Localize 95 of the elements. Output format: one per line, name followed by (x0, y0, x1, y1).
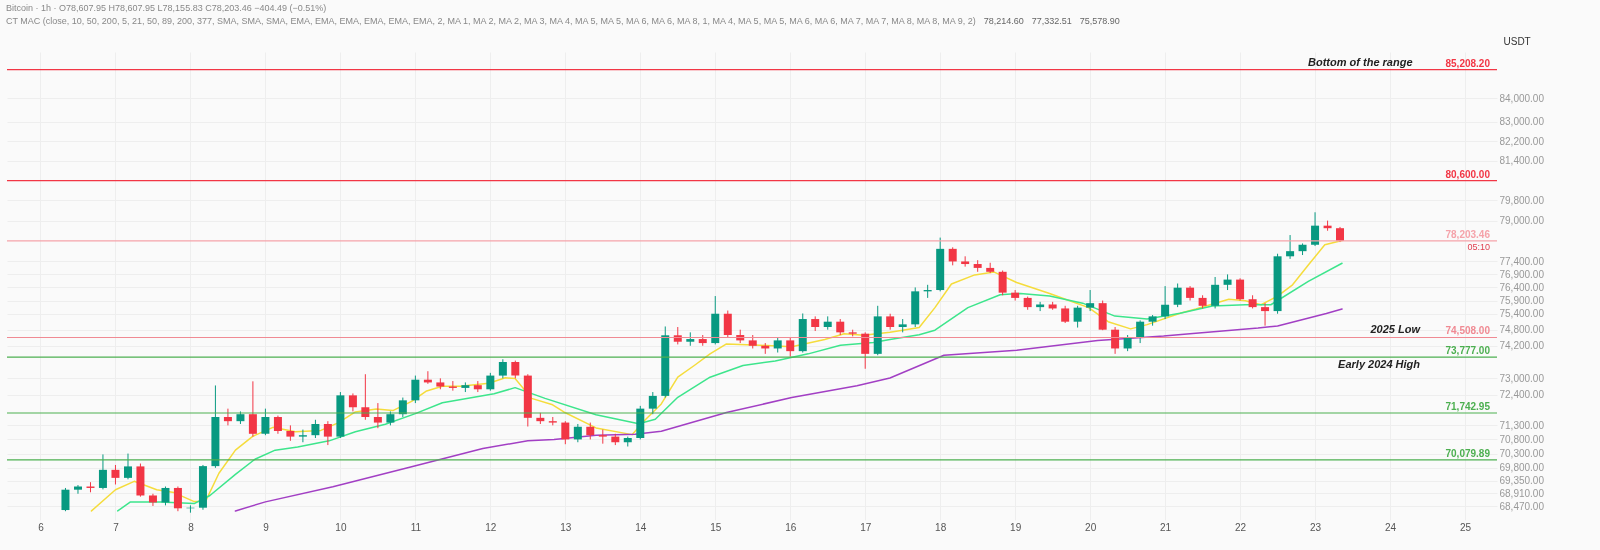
x-tick-label: 11 (410, 521, 422, 533)
y-tick-label: 74,800.00 (1499, 324, 1545, 336)
ref-line-label: 80,600.00 (1445, 168, 1491, 180)
y-tick-label: 76,400.00 (1499, 281, 1545, 293)
candlestick (73, 484, 82, 495)
candlestick (223, 408, 232, 426)
candlestick (1261, 302, 1270, 327)
x-tick-label: 24 (1384, 521, 1397, 533)
candlestick (723, 310, 732, 339)
candlestick (573, 423, 582, 443)
x-tick-label: 22 (1235, 521, 1247, 533)
candlestick (861, 331, 870, 370)
candlestick (111, 464, 120, 485)
candlestick (1036, 301, 1045, 312)
candlestick (298, 429, 307, 443)
x-tick-label: 6 (38, 521, 45, 533)
y-tick-label: 76,900.00 (1499, 268, 1545, 280)
text: 75,578.90 (1079, 16, 1120, 26)
y-tick-label: 79,000.00 (1499, 215, 1545, 227)
candlestick (61, 487, 70, 512)
y-tick-label: 75,900.00 (1499, 295, 1545, 307)
y-axis-title: USDT (1503, 35, 1531, 47)
candlestick (948, 246, 957, 266)
y-tick-label: 72,400.00 (1499, 389, 1545, 401)
y-tick-label: 81,400.00 (1499, 155, 1545, 167)
annotation: 05:10 (1467, 241, 1490, 252)
y-tick-label: 73,000.00 (1499, 372, 1545, 384)
y-tick-label: 68,910.00 (1499, 487, 1545, 499)
x-tick-label: 16 (785, 521, 797, 533)
annotation: 2025 Low (1369, 323, 1422, 336)
candlestick (273, 415, 282, 435)
x-tick-label: 15 (710, 521, 722, 533)
candlestick (1136, 319, 1145, 344)
x-tick-label: 7 (113, 521, 120, 533)
x-tick-label: 13 (560, 521, 572, 533)
x-tick-label: 14 (635, 521, 647, 533)
candlestick (1111, 326, 1120, 355)
y-tick-label: 69,350.00 (1499, 475, 1545, 487)
candlestick (1286, 234, 1295, 260)
candlestick (323, 420, 332, 446)
x-tick-label: 19 (1010, 521, 1022, 533)
x-tick-label: 20 (1085, 521, 1097, 533)
y-tick-label: 82,200.00 (1499, 135, 1545, 147)
chart-title: Bitcoin · 1h · O78,607.95 H78,607.95 L78,155.83 C78,203.46 −404.49 (−0.51%) (6, 2, 328, 15)
candlestick (1311, 211, 1320, 247)
y-tick-label: 75,400.00 (1499, 308, 1545, 320)
x-tick-label: 21 (1160, 521, 1172, 533)
candlestick (311, 419, 320, 439)
y-tick-label: 70,800.00 (1499, 433, 1545, 445)
ref-line-label: 73,777.00 (1445, 345, 1491, 357)
candlestick (173, 486, 182, 512)
y-tick-label: 71,300.00 (1499, 419, 1545, 431)
candlestick (248, 380, 257, 438)
candlestick (1073, 305, 1082, 329)
candlestick (498, 358, 507, 379)
x-tick-label: 23 (1310, 521, 1322, 533)
candlestick (161, 486, 170, 506)
candlestick (561, 420, 570, 445)
x-tick-label: 9 (263, 521, 270, 533)
chart-subtitle: CT MAC (close, 10, 50, 200, 5, 21, 50, 89, 200, 377, SMA, SMA, SMA, EMA, EMA, EMA, EMA, EMA, EMA, 2, MA 1, MA 2, MA 2, MA 3, MA 4, MA 5, MA 5, MA 6, MA 6, MA 8, 1, MA 4, MA 5, MA 5, MA 6, MA 6, MA 7, MA 7, MA 8, MA 8, MA 9, 2) (6, 16, 976, 26)
candlestick (261, 408, 270, 436)
candlestick (998, 270, 1007, 296)
x-tick-label: 18 (935, 521, 947, 533)
ref-line-label: 74,508.00 (1445, 325, 1491, 337)
candlestick (98, 453, 107, 490)
y-tick-label: 77,400.00 (1499, 255, 1545, 267)
annotation: Early 2024 High (1338, 358, 1421, 371)
y-tick-label: 68,470.00 (1499, 500, 1545, 512)
x-tick-label: 12 (485, 521, 497, 533)
candlestick (1211, 276, 1220, 309)
y-tick-label: 84,000.00 (1499, 92, 1545, 104)
text: 78,214.60 (983, 16, 1024, 26)
ref-line-label: 70,079.89 (1445, 447, 1491, 459)
candlestick (1161, 285, 1170, 320)
ref-line-label: 71,742.95 (1445, 401, 1491, 413)
candlestick (1086, 289, 1095, 312)
candlestick (1173, 283, 1182, 308)
candlestick (411, 375, 420, 404)
y-tick-label: 79,800.00 (1499, 194, 1545, 206)
candlestick (1236, 277, 1245, 302)
x-tick-label: 25 (1459, 521, 1472, 533)
x-tick-label: 17 (860, 521, 872, 533)
candlestick (786, 337, 795, 358)
x-tick-label: 10 (335, 521, 347, 533)
candlestick (123, 453, 132, 480)
x-tick-label: 8 (188, 521, 195, 533)
y-tick-label: 83,000.00 (1499, 116, 1545, 128)
text: 77,332.51 (1031, 16, 1072, 26)
ref-line-label: 78,203.46 (1445, 228, 1491, 240)
annotation: Bottom of the range (1308, 55, 1413, 68)
ref-line-label: 85,208.20 (1445, 57, 1491, 69)
candlestick (373, 402, 382, 429)
y-tick-label: 69,800.00 (1499, 462, 1545, 474)
y-tick-label: 70,300.00 (1499, 448, 1545, 460)
y-tick-label: 74,200.00 (1499, 340, 1545, 352)
